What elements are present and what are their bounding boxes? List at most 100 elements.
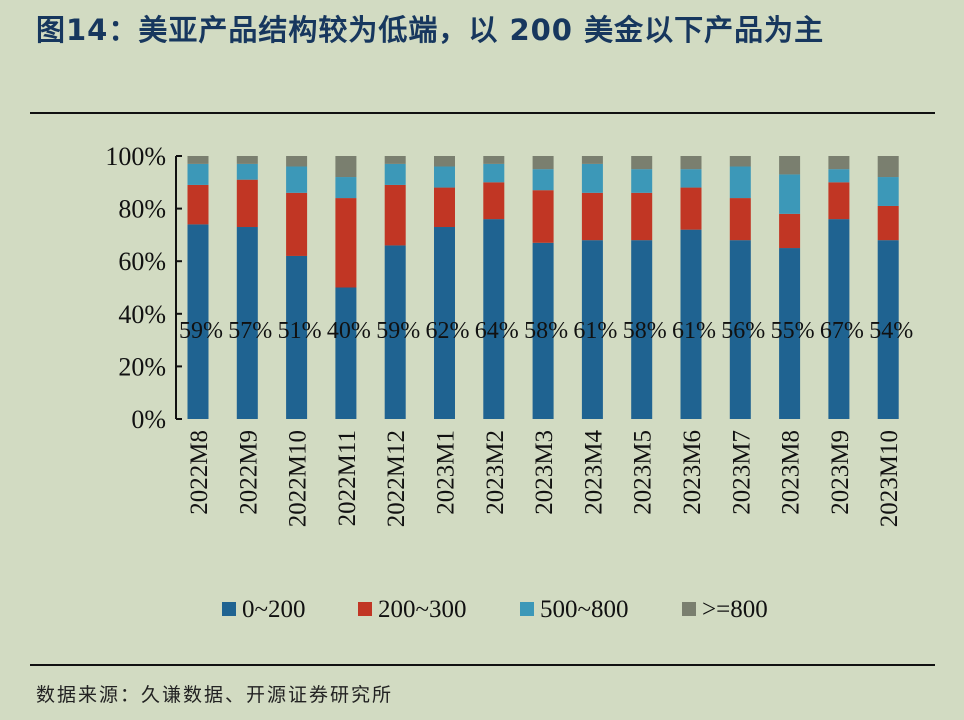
bar-segment-200~300 xyxy=(187,184,209,225)
bar-segment-500~800 xyxy=(434,166,455,188)
legend-label: 200~300 xyxy=(378,596,467,623)
x-tick-label: 2023M6 xyxy=(679,430,706,515)
x-tick-label: 2023M8 xyxy=(778,430,805,515)
bar-segment-0~200 xyxy=(779,248,801,419)
bar-segment-500~800 xyxy=(236,163,258,180)
bar-segment->=800 xyxy=(877,156,899,178)
bar-segment->=800 xyxy=(434,156,455,167)
x-tick-label: 2023M3 xyxy=(531,430,558,515)
bar-segment-0~200 xyxy=(877,240,899,419)
y-tick-label: 0% xyxy=(131,405,166,434)
bar-segment-500~800 xyxy=(384,163,406,185)
figure-title: 图14：美亚产品结构较为低端，以 200 美金以下产品为主 xyxy=(36,13,825,47)
y-tick-label: 80% xyxy=(118,195,166,224)
bar-segment-0~200 xyxy=(434,227,455,419)
data-label: 55% xyxy=(771,318,815,344)
bar-segment-500~800 xyxy=(483,163,505,183)
x-tick-label: 2022M9 xyxy=(235,430,262,515)
data-label: 61% xyxy=(573,318,617,344)
bar-segment-0~200 xyxy=(828,219,850,419)
bar-segment->=800 xyxy=(384,156,406,164)
x-tick-label: 2022M11 xyxy=(334,430,361,526)
bar-segment->=800 xyxy=(581,156,603,164)
bar-segment-200~300 xyxy=(729,198,751,241)
source-note: 数据来源：久谦数据、开源证券研究所 xyxy=(36,684,394,706)
bar-segment-0~200 xyxy=(236,227,258,419)
bar-segment->=800 xyxy=(335,156,357,178)
x-tick-label: 2022M12 xyxy=(383,430,410,527)
bar-segment->=800 xyxy=(729,156,751,167)
data-label: 67% xyxy=(820,318,864,344)
legend-label: 0~200 xyxy=(242,596,306,623)
data-label: 59% xyxy=(376,318,420,344)
bar-segment-500~800 xyxy=(286,166,308,193)
x-tick-label: 2023M9 xyxy=(827,430,854,515)
bar-segment-500~800 xyxy=(532,169,554,191)
bar-segment-500~800 xyxy=(779,174,801,214)
bar-segment-200~300 xyxy=(286,192,308,256)
legend-label: >=800 xyxy=(702,596,768,623)
bar-segment-500~800 xyxy=(581,163,603,193)
bar-segment-200~300 xyxy=(877,205,899,241)
bar-segment-0~200 xyxy=(483,219,505,419)
bar-segment-200~300 xyxy=(828,182,850,220)
bar-segment-200~300 xyxy=(434,187,455,228)
data-label: 40% xyxy=(327,318,371,344)
source-rule xyxy=(30,664,935,666)
y-tick-label: 60% xyxy=(118,247,166,276)
bar-segment->=800 xyxy=(532,156,554,170)
data-label: 57% xyxy=(228,318,272,344)
bar-segment-500~800 xyxy=(680,169,702,188)
bar-segment->=800 xyxy=(483,156,505,164)
data-label: 56% xyxy=(721,318,765,344)
data-label: 58% xyxy=(623,318,667,344)
bar-segment-200~300 xyxy=(631,192,653,241)
bar-segment-0~200 xyxy=(384,245,406,419)
data-label: 62% xyxy=(426,318,470,344)
bar-segment->=800 xyxy=(828,156,850,170)
legend-label: 500~800 xyxy=(540,596,629,623)
x-tick-label: 2022M10 xyxy=(285,430,312,527)
data-label: 58% xyxy=(524,318,568,344)
bar-segment-200~300 xyxy=(483,182,505,220)
bar-segment->=800 xyxy=(286,156,308,167)
bar-segment-500~800 xyxy=(187,163,209,185)
bar-segment-200~300 xyxy=(779,213,801,249)
bar-segment-200~300 xyxy=(581,192,603,241)
bar-segment->=800 xyxy=(631,156,653,170)
bar-segment-500~800 xyxy=(828,169,850,183)
legend-swatch xyxy=(682,602,696,616)
bar-segment-500~800 xyxy=(335,177,357,199)
y-tick-label: 100% xyxy=(105,142,166,171)
bar-segment-0~200 xyxy=(729,240,751,419)
y-tick-label: 40% xyxy=(118,300,166,329)
x-tick-label: 2023M10 xyxy=(876,430,903,527)
bar-segment-200~300 xyxy=(335,198,357,288)
title-rule xyxy=(30,112,935,114)
bar-segment-500~800 xyxy=(631,169,653,193)
bar-segment->=800 xyxy=(680,156,702,170)
bar-segment->=800 xyxy=(236,156,258,164)
bar-segment-200~300 xyxy=(236,179,258,228)
bar-segment->=800 xyxy=(779,156,801,175)
bar-segment-0~200 xyxy=(286,255,308,419)
bar-segment-200~300 xyxy=(680,187,702,230)
legend-swatch xyxy=(222,602,236,616)
data-label: 59% xyxy=(179,318,223,344)
legend-swatch xyxy=(520,602,534,616)
bar-segment-0~200 xyxy=(680,229,702,419)
bar-segment-500~800 xyxy=(877,177,899,206)
data-label: 51% xyxy=(278,318,322,344)
legend-swatch xyxy=(358,602,372,616)
x-tick-label: 2023M7 xyxy=(728,430,755,515)
bar-segment-0~200 xyxy=(631,240,653,419)
x-tick-label: 2022M8 xyxy=(186,430,213,515)
bar-segment-500~800 xyxy=(729,166,751,199)
stacked-bar-chart: 0% 20% 40% 60% 80% 100% 59% 2022M8 57% 2022M9 51% 2… xyxy=(105,142,913,623)
bar-segment-0~200 xyxy=(532,242,554,419)
data-label: 54% xyxy=(869,318,913,344)
bar-segment-200~300 xyxy=(532,190,554,243)
x-tick-label: 2023M5 xyxy=(630,430,657,515)
x-tick-label: 2023M4 xyxy=(580,430,607,515)
data-label: 61% xyxy=(672,318,716,344)
